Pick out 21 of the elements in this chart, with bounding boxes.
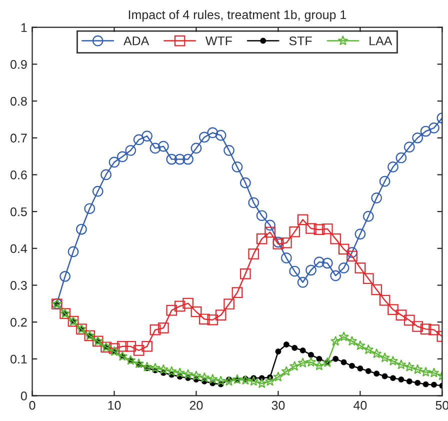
y-tick-label: 0.7 xyxy=(10,134,27,143)
y-tick-label: 0.6 xyxy=(10,170,27,180)
legend-label: ADA xyxy=(123,36,150,46)
y-tick-label: 1 xyxy=(21,23,27,32)
y-tick-label: 0 xyxy=(20,392,27,400)
x-tick-label: 30 xyxy=(272,400,285,410)
chart-title: Impact of 4 rules, treatment 1b, group 1 xyxy=(128,10,346,22)
x-tick-label: 0 xyxy=(29,400,36,410)
legend-label: STF xyxy=(289,36,312,46)
y-tick-label: 0.3 xyxy=(10,281,27,290)
x-tick-label: 40 xyxy=(354,400,367,410)
y-tick-label: 0.5 xyxy=(10,207,27,216)
legend-label: WTF xyxy=(205,36,232,46)
y-tick-label: 0.1 xyxy=(10,354,27,364)
y-tick-label: 0.9 xyxy=(10,60,27,69)
x-tick-label: 20 xyxy=(190,400,203,410)
x-tick-label: 10 xyxy=(108,400,121,410)
y-tick-label: 0.2 xyxy=(10,318,27,327)
y-tick-label: 0.4 xyxy=(10,244,28,254)
y-tick-label: 0.8 xyxy=(10,96,27,106)
legend-label: LAA xyxy=(370,36,392,46)
